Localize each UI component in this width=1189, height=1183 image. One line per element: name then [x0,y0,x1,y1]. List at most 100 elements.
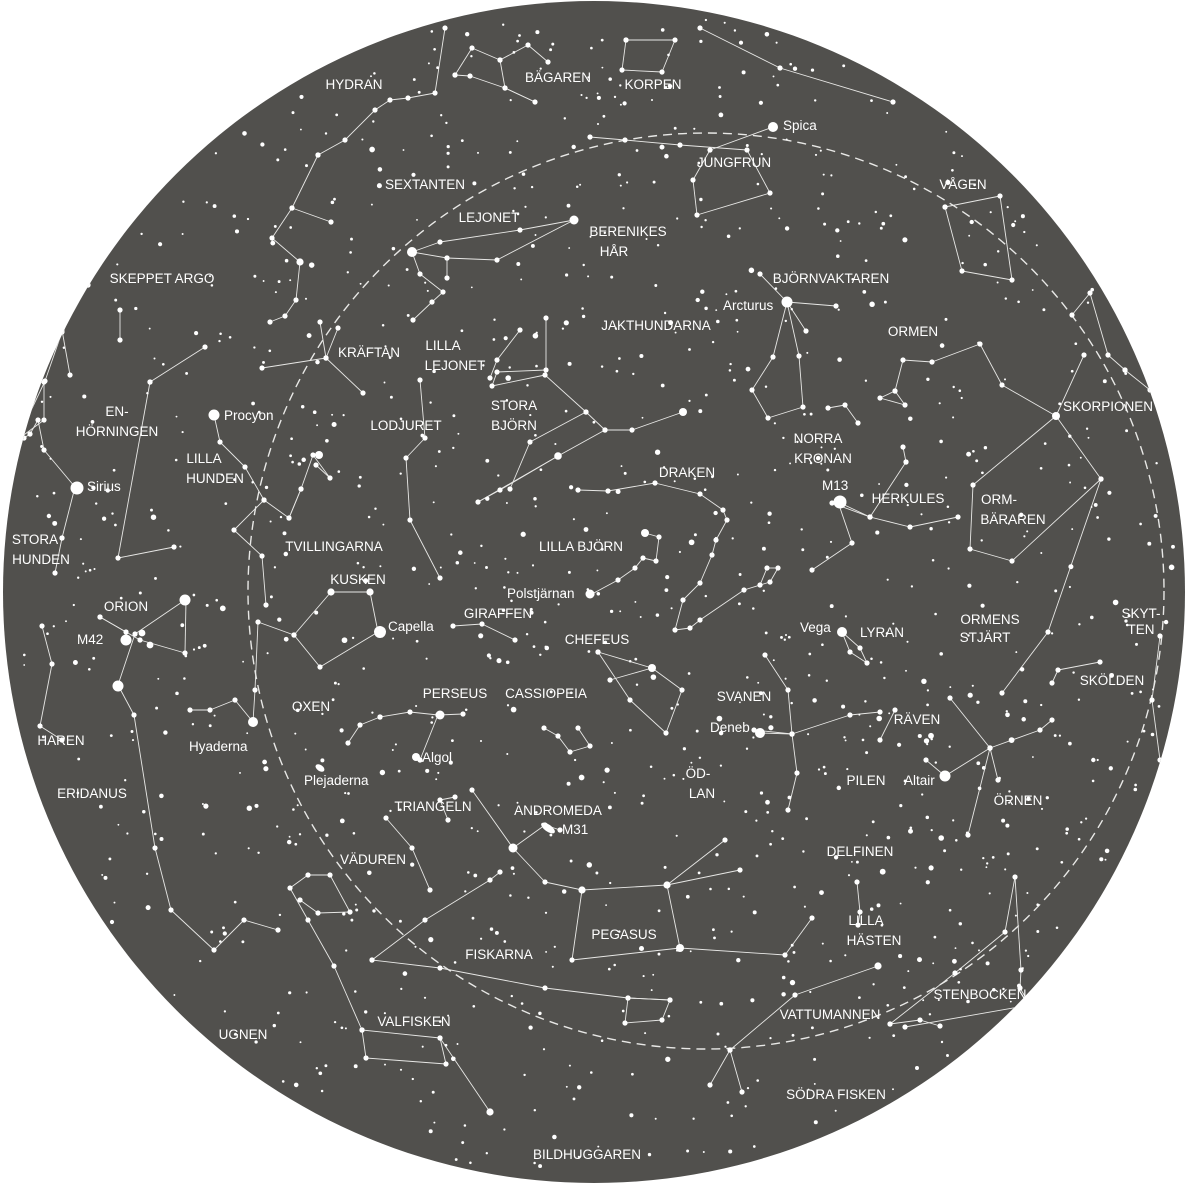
star [509,894,512,897]
constellation-line [624,997,629,1024]
star [410,862,415,867]
star [928,865,934,871]
star [223,1010,227,1013]
label-vattumannen: VATTUMANNEN [780,1007,881,1022]
star [699,1000,703,1004]
constellation-line [631,411,684,431]
star [167,529,170,532]
star [629,427,635,433]
label-berenikes-har: BERENIKES HÅR [589,224,666,259]
star [785,807,791,813]
star [443,1061,449,1067]
star [595,871,599,875]
star [781,992,786,997]
star [1102,379,1107,384]
star [782,952,788,958]
star [1009,558,1015,564]
star [790,943,794,947]
star [112,468,116,472]
star [626,181,629,184]
label-andromeda: ANDROMEDA [514,803,602,818]
star [353,1064,358,1069]
star [376,183,382,189]
star [967,692,973,698]
star [1068,564,1074,570]
star [1039,466,1043,470]
star [479,937,483,940]
star [890,99,896,105]
star [335,113,339,117]
star [724,1045,727,1048]
star [716,319,720,324]
star [450,739,454,743]
star [508,150,512,154]
bright-stars [70,122,1060,1116]
star [707,1082,713,1088]
constellation-line [319,321,327,359]
star [41,447,47,453]
star [274,291,277,294]
star [764,32,770,37]
star [978,949,980,952]
star [813,99,817,102]
star [108,857,112,861]
star [464,890,467,893]
star [965,831,969,835]
alpheratz-star [508,843,518,853]
star [361,138,364,141]
star [1096,758,1099,762]
star [234,1032,237,1036]
regulus-star [407,247,417,257]
star [485,566,488,569]
star [467,73,473,79]
star [694,212,700,218]
label-ormens-stjart: ORMENS STJÄRT [960,612,1020,645]
star [928,1013,932,1016]
label-eridanus: ERIDANUS [57,786,127,801]
star [469,787,475,793]
star [923,738,930,744]
label-algol: Algol [422,750,452,765]
star [605,904,607,906]
star [403,455,409,461]
constellation-line [439,1037,447,1065]
star [543,620,547,624]
star [1107,490,1112,495]
label-procyon: Procyon [224,408,274,423]
constellation-line [371,919,426,961]
star [762,589,765,592]
star [1027,1002,1033,1008]
star [665,575,670,580]
star [722,837,728,843]
star [947,521,951,524]
star [1083,486,1087,490]
star [278,913,282,917]
constellation-line [385,817,413,849]
star [867,514,873,520]
label-kraftan: KRÄFTAN [338,345,400,360]
constellation-line [213,919,245,951]
star [117,823,120,826]
star [275,927,281,933]
star [84,570,87,573]
star [485,496,490,501]
star [305,164,308,168]
star [1003,378,1007,381]
star [520,1002,524,1005]
star [989,211,992,214]
star [803,328,809,334]
star [282,313,288,319]
constellation-line [989,729,1041,749]
star [314,610,319,615]
constellation-line [1124,369,1151,391]
star [899,902,902,905]
star [254,1040,258,1044]
star [625,995,631,1001]
star [181,431,184,434]
star [251,480,254,484]
star [581,307,584,310]
star [1091,757,1096,763]
star [161,362,165,366]
star [276,825,279,828]
star [531,564,535,567]
